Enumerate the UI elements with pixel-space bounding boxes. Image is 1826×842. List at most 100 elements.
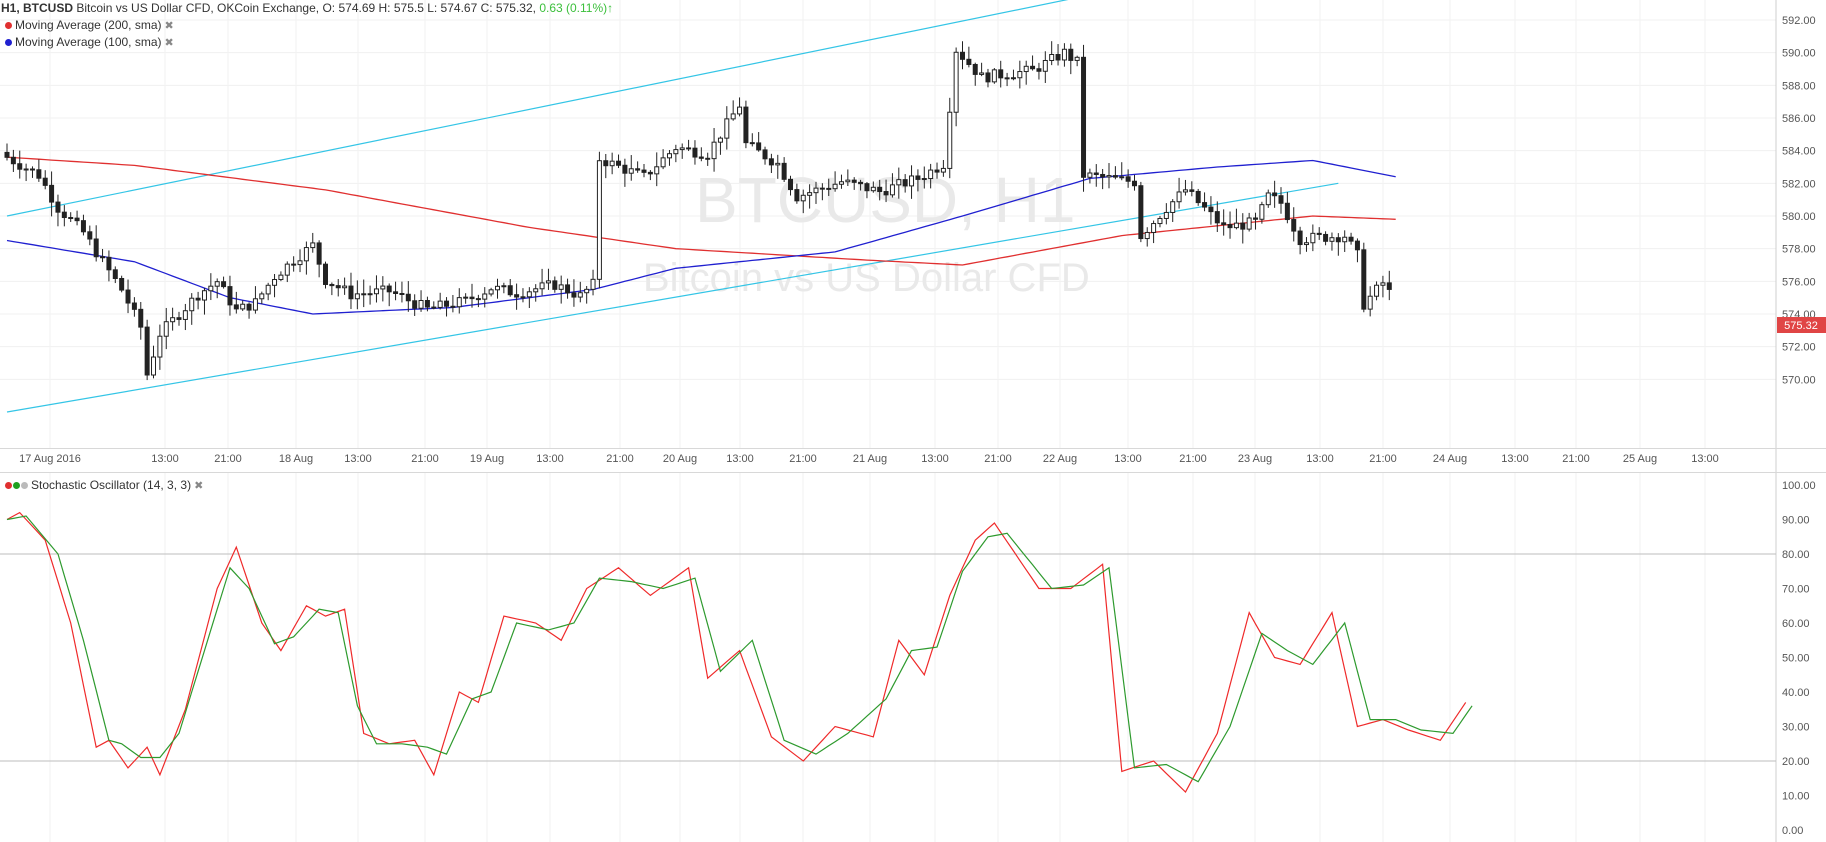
candle [1049, 41, 1055, 66]
candle [1195, 188, 1201, 206]
candle [1074, 55, 1080, 67]
price-tick-label: 570.00 [1782, 374, 1816, 386]
stoch-tick-label: 70.00 [1782, 584, 1810, 596]
candle [1335, 233, 1341, 256]
candle [80, 214, 86, 236]
candle [1036, 62, 1042, 80]
indicator-stochastic[interactable]: Stochastic Oscillator (14, 3, 3) ✖ [5, 478, 203, 492]
time-tick-label: 13:00 [344, 453, 372, 465]
candle [182, 303, 188, 331]
candle [284, 261, 290, 283]
candle [775, 154, 781, 179]
stoch-tick-label: 20.00 [1782, 756, 1810, 768]
candle [768, 153, 774, 174]
indicator-ma100[interactable]: Moving Average (100, sma) ✖ [5, 35, 174, 49]
candle [743, 100, 749, 149]
time-tick-label: 21:00 [411, 453, 439, 465]
stoch-color-dot [21, 482, 28, 489]
candle [1297, 226, 1303, 255]
price-tick-label: 572.00 [1782, 342, 1816, 354]
candle [1361, 242, 1367, 313]
candle [1081, 44, 1087, 192]
candle [1316, 227, 1322, 240]
candle [494, 278, 500, 299]
candle [902, 174, 908, 193]
candle [74, 210, 80, 226]
candle [1189, 181, 1195, 197]
time-tick-label: 13:00 [536, 453, 564, 465]
ma100-color-dot [5, 39, 12, 46]
candle [960, 41, 965, 70]
candle [399, 281, 405, 303]
candle [265, 282, 271, 301]
candle [711, 127, 717, 172]
stoch-line-d [6, 515, 1473, 783]
candle [393, 281, 399, 301]
candle [310, 232, 316, 253]
remove-ma100-icon[interactable]: ✖ [164, 37, 174, 49]
candle [501, 282, 507, 294]
time-tick-label: 21:00 [214, 453, 242, 465]
candle [533, 284, 539, 302]
stoch-tick-label: 80.00 [1782, 549, 1810, 561]
time-tick-label: 23 Aug [1238, 453, 1272, 465]
candle [673, 144, 679, 163]
candle [972, 62, 978, 86]
stoch-tick-label: 10.00 [1782, 791, 1810, 803]
candle [405, 281, 411, 312]
candle [418, 290, 424, 312]
time-tick-label: 21:00 [1179, 453, 1207, 465]
candle [915, 169, 921, 192]
time-tick-label: 19 Aug [470, 453, 504, 465]
candle [316, 240, 322, 278]
remove-stochastic-icon[interactable]: ✖ [194, 480, 204, 492]
candle [1176, 177, 1182, 209]
candle [966, 46, 972, 68]
time-tick-label: 20 Aug [663, 453, 697, 465]
candle [342, 277, 348, 295]
candle [616, 154, 622, 169]
candle [730, 100, 736, 121]
candle [463, 293, 469, 304]
indicator-ma200[interactable]: Moving Average (200, sma) ✖ [5, 18, 174, 32]
candle [558, 275, 564, 304]
change-value: 0.63 (0.11%) [539, 1, 608, 15]
candle [877, 179, 883, 201]
ma100-label: Moving Average (100, sma) [15, 35, 162, 49]
candle [1055, 44, 1061, 66]
candle [1278, 187, 1284, 214]
price-tick-label: 578.00 [1782, 244, 1816, 256]
candle [1023, 60, 1029, 85]
candle [100, 248, 106, 263]
candle [794, 183, 800, 204]
candle [1386, 270, 1392, 301]
candle [55, 194, 61, 227]
candle [23, 163, 29, 182]
price-tick-label: 580.00 [1782, 211, 1816, 223]
candle [998, 60, 1004, 88]
candle [195, 291, 201, 310]
candle [1272, 180, 1278, 208]
candle [641, 163, 647, 178]
candle [335, 279, 341, 297]
candle [272, 274, 278, 298]
candle [603, 153, 609, 179]
candle [4, 143, 10, 161]
candle [679, 143, 685, 159]
candle [940, 159, 946, 177]
candle [539, 268, 545, 296]
candle [1303, 237, 1309, 252]
candle [1106, 163, 1112, 189]
candle [291, 256, 297, 272]
candle [1151, 220, 1157, 244]
last-price-marker: 575.32 [1777, 317, 1826, 333]
candle [1214, 201, 1220, 232]
time-tick-label: 18 Aug [279, 453, 313, 465]
candle [1342, 230, 1348, 252]
remove-ma200-icon[interactable]: ✖ [164, 20, 174, 32]
candle [1010, 69, 1016, 81]
candle [1354, 238, 1360, 263]
stoch-line-k [6, 511, 1467, 793]
